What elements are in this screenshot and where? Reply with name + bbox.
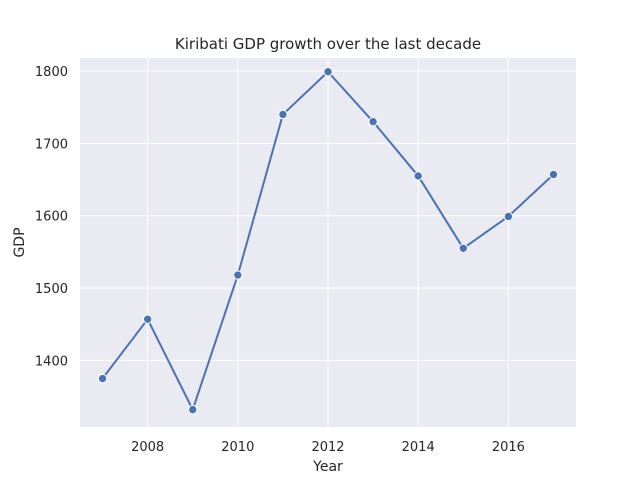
data-point [142,314,153,324]
data-point [458,243,468,253]
data-point [413,171,423,181]
x-tick-label: 2010 [221,440,254,455]
data-point [548,169,559,180]
y-tick-label: 1700 [35,137,68,152]
y-tick-label: 1400 [35,354,68,369]
data-point [323,67,333,77]
series-group [97,67,559,415]
data-point [233,270,243,280]
x-tick-label: 2014 [402,440,435,455]
data-point [97,373,108,384]
x-tick-label: 2016 [492,440,525,455]
x-tick-labels: 2008 2010 2012 2014 2016 [131,440,525,455]
x-axis-label: Year [312,459,343,475]
y-axis-label: GDP [12,227,28,257]
y-tick-label: 1800 [35,65,68,80]
y-tick-labels: 1400 1500 1600 1700 1800 [35,65,68,369]
data-point [368,116,378,127]
y-tick-label: 1500 [35,282,68,297]
y-tick-label: 1600 [35,210,68,225]
chart-title: Kiribati GDP growth over the last decade [175,35,481,53]
data-point [278,109,288,120]
x-tick-label: 2008 [131,440,164,455]
x-tick-label: 2012 [311,440,344,455]
data-point [503,211,514,222]
data-point [188,404,198,415]
